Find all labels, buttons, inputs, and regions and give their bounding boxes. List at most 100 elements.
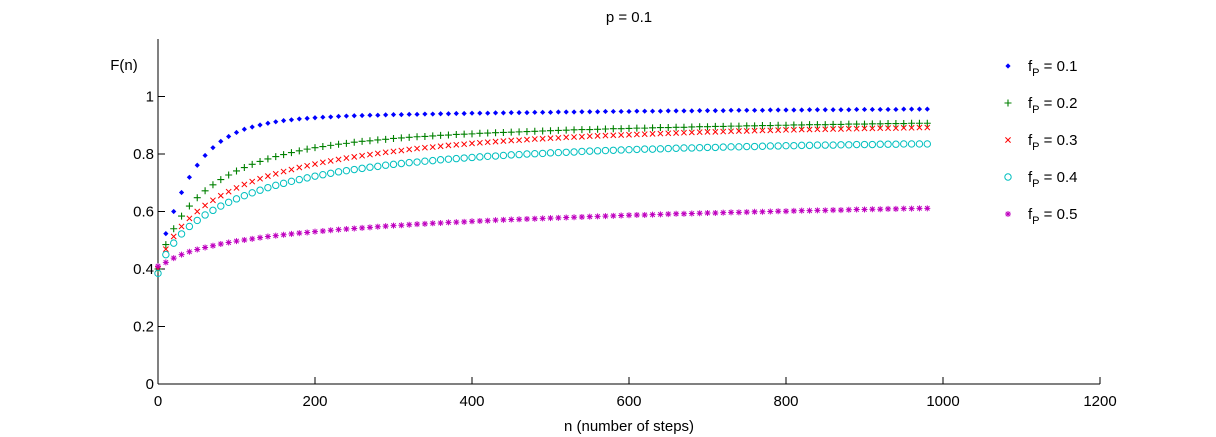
data-point bbox=[390, 112, 397, 118]
data-point bbox=[264, 155, 272, 163]
y-tick-label: 0.4 bbox=[133, 261, 154, 278]
data-point bbox=[170, 225, 178, 233]
legend-marker bbox=[1004, 173, 1012, 181]
data-point bbox=[342, 166, 351, 175]
data-point bbox=[374, 136, 382, 144]
data-point bbox=[593, 147, 602, 155]
data-point bbox=[845, 206, 852, 213]
data-point bbox=[516, 110, 522, 116]
data-point bbox=[304, 162, 311, 169]
data-point bbox=[170, 255, 177, 262]
data-point bbox=[280, 151, 288, 159]
data-point bbox=[837, 207, 844, 214]
data-point bbox=[366, 137, 374, 145]
data-point bbox=[649, 124, 657, 132]
data-point bbox=[649, 108, 656, 114]
data-point bbox=[672, 144, 680, 152]
legend-label: fP = 0.2 bbox=[1028, 95, 1077, 116]
data-point bbox=[492, 110, 499, 116]
data-point bbox=[452, 130, 460, 138]
data-point bbox=[523, 150, 531, 158]
data-point bbox=[680, 123, 688, 131]
data-point bbox=[437, 220, 444, 226]
x-ticks: 0 200 400 600 800 1000 1200 bbox=[154, 377, 1117, 410]
x-tick-label: 600 bbox=[616, 393, 641, 410]
data-point bbox=[869, 125, 876, 132]
data-point bbox=[924, 205, 931, 212]
data-point bbox=[633, 124, 641, 132]
data-point bbox=[202, 152, 208, 159]
data-point bbox=[429, 144, 436, 151]
data-point bbox=[790, 141, 798, 150]
data-point bbox=[178, 189, 185, 196]
data-point bbox=[798, 141, 806, 150]
data-point bbox=[602, 108, 609, 115]
data-point bbox=[389, 160, 398, 169]
data-point bbox=[900, 120, 908, 128]
data-point bbox=[806, 107, 813, 113]
data-point bbox=[532, 109, 538, 115]
data-point bbox=[664, 144, 672, 153]
data-point bbox=[444, 131, 452, 139]
data-point bbox=[155, 263, 161, 270]
data-point bbox=[743, 209, 750, 216]
data-point bbox=[806, 121, 814, 129]
data-point bbox=[287, 149, 295, 157]
data-point bbox=[351, 225, 358, 232]
data-point bbox=[821, 141, 829, 149]
data-point bbox=[838, 107, 844, 113]
data-point bbox=[719, 122, 727, 130]
data-point bbox=[571, 214, 578, 221]
data-point bbox=[720, 107, 726, 114]
data-point bbox=[876, 120, 884, 128]
data-point bbox=[217, 176, 225, 184]
data-point bbox=[563, 214, 570, 221]
data-point bbox=[304, 229, 311, 236]
data-point bbox=[626, 108, 632, 115]
data-point bbox=[594, 132, 601, 139]
data-point bbox=[673, 108, 679, 114]
data-point bbox=[194, 162, 200, 168]
data-point bbox=[634, 108, 640, 114]
data-point bbox=[366, 151, 373, 158]
data-point bbox=[562, 126, 570, 134]
data-point bbox=[697, 107, 703, 114]
data-point bbox=[672, 123, 680, 131]
data-point bbox=[312, 161, 318, 168]
legend-item: fP = 0.5 bbox=[1005, 206, 1077, 227]
data-point bbox=[704, 123, 711, 131]
data-point bbox=[523, 128, 531, 136]
data-point bbox=[328, 114, 334, 120]
data-point bbox=[695, 143, 704, 152]
data-point bbox=[900, 140, 908, 148]
legend-item: fP = 0.2 bbox=[1004, 95, 1077, 116]
data-point bbox=[366, 224, 373, 231]
data-point bbox=[555, 134, 562, 141]
data-point bbox=[766, 122, 774, 130]
data-point bbox=[665, 130, 672, 137]
data-point bbox=[366, 163, 374, 171]
data-point bbox=[469, 110, 475, 116]
legend-label: fP = 0.3 bbox=[1028, 132, 1077, 153]
data-point bbox=[240, 191, 249, 200]
data-point bbox=[390, 222, 397, 229]
data-point bbox=[436, 156, 445, 164]
data-point bbox=[351, 153, 358, 160]
data-point bbox=[830, 107, 836, 113]
data-point bbox=[821, 121, 829, 129]
data-point bbox=[397, 159, 406, 168]
series-5 bbox=[155, 205, 931, 270]
data-point bbox=[680, 144, 688, 152]
data-point bbox=[287, 177, 296, 186]
data-point bbox=[485, 110, 491, 116]
data-point bbox=[892, 205, 899, 212]
data-point bbox=[892, 125, 899, 132]
data-point bbox=[798, 126, 805, 133]
data-point bbox=[814, 207, 821, 214]
data-point bbox=[571, 134, 578, 140]
data-point bbox=[405, 133, 413, 141]
data-point bbox=[704, 128, 711, 135]
data-point bbox=[805, 141, 814, 150]
data-point bbox=[837, 126, 844, 132]
data-point bbox=[649, 211, 656, 218]
